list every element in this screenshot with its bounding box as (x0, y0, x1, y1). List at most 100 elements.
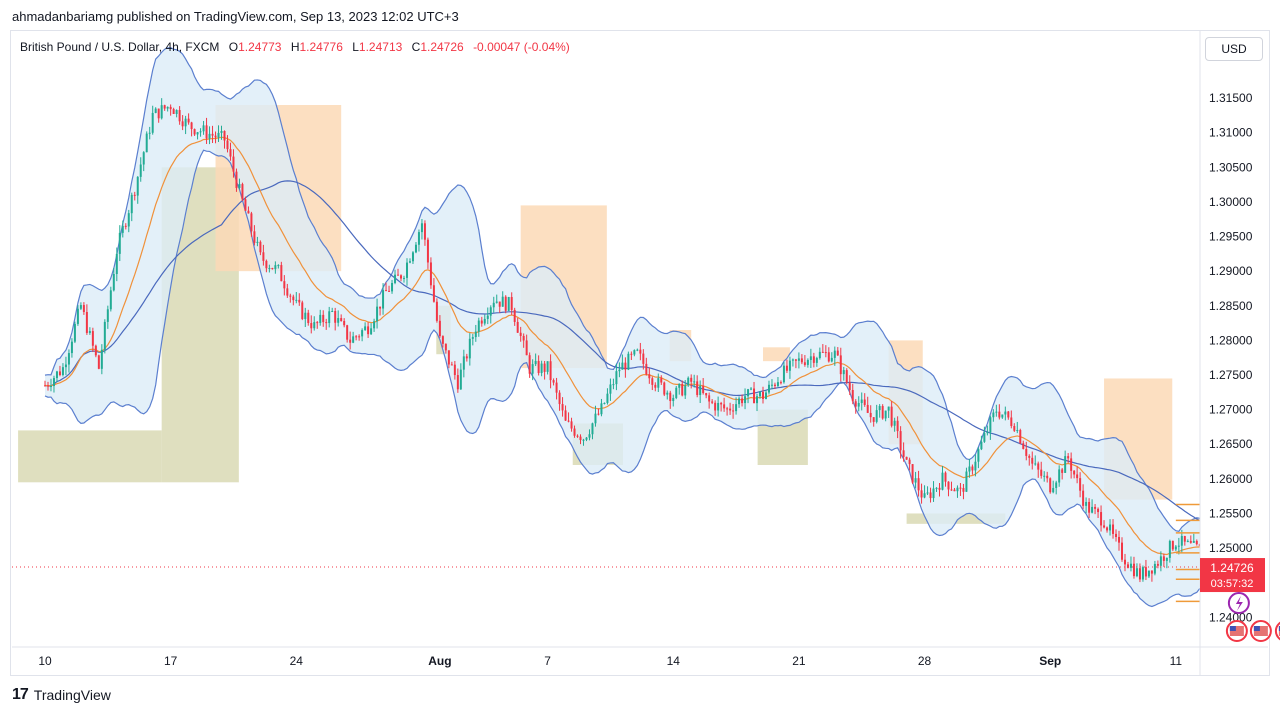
candle-body (956, 487, 959, 492)
y-tick-label: 1.28500 (1209, 299, 1253, 313)
candle-body (815, 358, 818, 363)
bollinger-upper-line (44, 47, 1200, 533)
candle-body (570, 421, 573, 429)
candle-body (543, 363, 546, 372)
candle-body (1132, 563, 1135, 577)
candle-body (785, 365, 788, 371)
candle-body (115, 253, 118, 275)
candle-body (1177, 545, 1180, 547)
candle-body (247, 210, 250, 214)
y-tick-label: 1.30000 (1209, 195, 1253, 209)
candle-body (1064, 456, 1067, 473)
candle-body (417, 232, 420, 245)
candle-body (1055, 482, 1058, 488)
candle-body (343, 320, 346, 326)
candle-body (1162, 556, 1165, 561)
footer-brand[interactable]: 17 TradingView (12, 686, 111, 704)
candle-body (938, 487, 941, 490)
candle-body (229, 149, 232, 157)
high-value: 1.24776 (299, 40, 343, 54)
candle-body (782, 365, 785, 383)
candle-body (346, 325, 349, 340)
candle-body (735, 404, 738, 412)
candle-body (112, 274, 115, 291)
candle-body (1043, 475, 1046, 477)
candle-body (498, 301, 501, 307)
candle-body (1019, 430, 1022, 444)
candle-body (100, 349, 103, 369)
supply-zone (763, 347, 790, 362)
y-tick-label: 1.31000 (1209, 126, 1253, 140)
candle-body (157, 108, 160, 119)
low-label: L (352, 40, 359, 54)
candle-body (1165, 557, 1168, 561)
candle-body (962, 487, 965, 492)
candle-body (776, 382, 779, 386)
candle-body (833, 350, 836, 358)
candle-body (501, 296, 504, 307)
x-tick-label: Aug (428, 654, 451, 668)
candle-body (91, 331, 94, 346)
candle-body (504, 296, 507, 311)
candle-body (121, 225, 124, 233)
candle-body (887, 406, 890, 411)
candle-body (1174, 546, 1177, 550)
x-tick-label: 21 (792, 654, 806, 668)
candle-body (540, 363, 543, 374)
currency-button[interactable]: USD (1205, 37, 1263, 61)
candle-body (322, 314, 325, 323)
candle-body (717, 402, 720, 411)
candle-body (432, 285, 435, 302)
candle-body (76, 308, 79, 324)
candle-body (531, 364, 534, 374)
candle-body (136, 176, 139, 196)
candle-body (220, 130, 223, 133)
candle-body (1205, 551, 1207, 555)
candle-body (193, 129, 196, 135)
candle-body (166, 106, 169, 109)
candle-body (426, 239, 429, 263)
candle-body (244, 199, 247, 211)
candle-body (1168, 540, 1171, 558)
candle-body (468, 338, 471, 359)
candle-body (528, 355, 531, 374)
candle-body (806, 359, 809, 365)
candle-body (968, 466, 971, 472)
candle-body (582, 439, 585, 441)
candle-body (334, 311, 337, 323)
candle-body (935, 487, 938, 489)
candle-body (606, 393, 609, 403)
candle-body (1052, 487, 1055, 493)
candle-body (645, 363, 648, 375)
candle-body (845, 370, 848, 383)
candle-body (1180, 536, 1183, 546)
candle-body (537, 360, 540, 374)
candle-body (298, 299, 301, 303)
candle-body (208, 133, 211, 139)
candle-body (893, 420, 896, 426)
us-flag-stripes-icon (1229, 626, 1244, 636)
open-value: 1.24773 (238, 40, 282, 54)
candle-body (79, 305, 82, 309)
symbol-title[interactable]: British Pound / U.S. Dollar, 4h, FXCM (20, 40, 220, 54)
y-tick-label: 1.25500 (1209, 506, 1253, 520)
candle-body (232, 156, 235, 172)
candle-body (762, 391, 764, 399)
candle-body (1129, 563, 1132, 568)
candle-body (211, 133, 214, 136)
candle-body (660, 378, 663, 383)
candle-body (890, 406, 893, 426)
candle-body (376, 306, 379, 322)
candle-body (803, 362, 806, 365)
x-tick-label: Sep (1039, 654, 1061, 668)
candle-body (759, 391, 762, 397)
candle-body (534, 360, 537, 365)
candle-body (519, 332, 522, 336)
candle-body (97, 355, 100, 369)
candle-body (854, 401, 857, 407)
candle-body (848, 382, 851, 390)
candle-body (154, 108, 157, 113)
candle-body (259, 241, 262, 253)
